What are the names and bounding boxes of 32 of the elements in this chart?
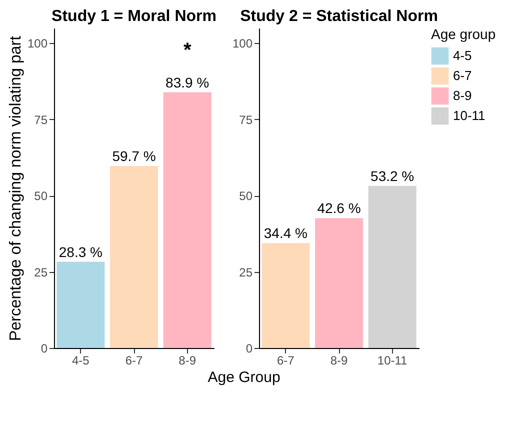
text: 53.2 % (370, 168, 414, 184)
y-tick-label: 0 (40, 342, 48, 356)
y-tick-label: 100 (27, 36, 48, 51)
y-tick-label: 50 (239, 189, 253, 204)
legend-label: 4-5 (453, 48, 472, 63)
chart-title: Study 1 = Moral Norm (52, 8, 216, 25)
legend-title: Age group (431, 26, 496, 42)
x-tick-label: 4-5 (72, 354, 90, 368)
x-axis-title: Age Group (208, 369, 280, 386)
y-tick-label: 75 (239, 112, 253, 127)
legend-label: 8-9 (453, 88, 472, 103)
chart-title: Study 2 = Statistical Norm (240, 8, 438, 25)
y-tick-label: 25 (239, 265, 253, 280)
legend-label: 6-7 (453, 68, 472, 83)
x-tick-label: 10-11 (377, 354, 408, 368)
x-tick-label: 8-9 (178, 354, 196, 368)
text: 59.7 % (112, 148, 156, 164)
y-tick-label: 50 (34, 189, 48, 204)
text: 83.9 % (166, 74, 210, 90)
y-tick-label: 25 (34, 265, 48, 280)
text: 28.3 % (58, 244, 102, 260)
y-axis-title: Percentage of changing norm violating part (7, 35, 24, 342)
y-tick-label: 75 (34, 112, 48, 127)
text: 42.6 % (317, 200, 361, 216)
y-tick-label: 0 (246, 342, 253, 356)
annotation: * (183, 39, 192, 62)
x-tick-label: 8-9 (330, 354, 348, 368)
x-tick-label: 6-7 (125, 354, 143, 368)
legend-label: 10-11 (453, 108, 486, 123)
y-tick-label: 100 (232, 36, 253, 51)
text: 34.4 % (264, 225, 308, 242)
x-tick-label: 6-7 (276, 354, 295, 368)
